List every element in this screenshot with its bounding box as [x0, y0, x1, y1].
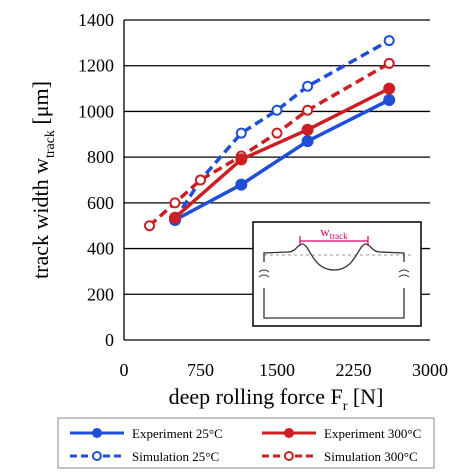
- x-tick-label: 1500: [259, 360, 295, 380]
- series-line: [173, 87, 390, 220]
- data-point: [235, 127, 247, 139]
- series-0: [169, 94, 396, 226]
- data-point: [302, 104, 314, 116]
- y-tick-label: 400: [87, 239, 114, 259]
- y-tick-label: 0: [105, 330, 114, 350]
- y-tick-label: 200: [87, 284, 114, 304]
- data-point: [235, 178, 248, 191]
- series-1: [169, 82, 396, 224]
- y-tick-label: 1000: [78, 101, 114, 121]
- axes: 0 200 400 600 800 1000 1200 1400 0 750 1500 2250 300…: [78, 10, 448, 380]
- x-axis-title: deep rolling force Fr [N]: [169, 384, 384, 414]
- y-tick-label: 800: [87, 147, 114, 167]
- profile-cross-section-icon: wtrack: [252, 221, 422, 327]
- inset-break-marks: [258, 269, 410, 278]
- inset-frame: [252, 221, 422, 327]
- series: [144, 35, 396, 232]
- legend-swatch-marker: [284, 428, 294, 438]
- x-tick-label: 2250: [336, 360, 372, 380]
- x-tick-label: 0: [120, 360, 129, 380]
- legend-item: Experiment 300°C: [262, 426, 421, 441]
- x-tick-label: 750: [187, 360, 214, 380]
- x-tick-label: 3000: [412, 360, 448, 380]
- data-point: [235, 153, 248, 166]
- legend-item: Experiment 25°C: [70, 426, 223, 441]
- data-point: [144, 220, 155, 232]
- series-2: [169, 35, 395, 226]
- data-point: [271, 127, 283, 139]
- legend-label: Experiment 25°C: [132, 426, 223, 441]
- data-point: [383, 82, 396, 95]
- data-point: [383, 35, 395, 47]
- legend-item: Simulation 300°C: [262, 449, 418, 464]
- inset-label: wtrack: [320, 224, 348, 241]
- data-point: [195, 174, 206, 186]
- y-axis-title: track width wtrack [μm]: [28, 81, 58, 279]
- legend-frame: [57, 417, 435, 469]
- legend: Experiment 25°C Experiment 300°C Simulatio…: [57, 417, 435, 469]
- legend-swatch-marker: [92, 451, 102, 461]
- data-point: [301, 135, 314, 148]
- data-point: [383, 94, 396, 106]
- series-line: [174, 98, 390, 222]
- inset-profile: [263, 243, 405, 319]
- legend-label: Experiment 300°C: [324, 426, 421, 441]
- legend-label: Simulation 25°C: [132, 449, 219, 464]
- data-point: [271, 104, 283, 116]
- y-tick-label: 600: [87, 193, 114, 213]
- data-point: [383, 57, 395, 69]
- y-tick-label: 1200: [78, 56, 114, 76]
- data-point: [302, 80, 314, 92]
- legend-item: Simulation 25°C: [70, 449, 219, 464]
- data-point: [169, 211, 181, 224]
- y-tick-label: 1400: [78, 10, 114, 30]
- series-3: [144, 57, 395, 232]
- series-line: [173, 39, 391, 221]
- data-point: [301, 123, 314, 136]
- legend-label: Simulation 300°C: [324, 449, 418, 464]
- legend-swatch-marker: [92, 428, 102, 438]
- data-point: [169, 197, 181, 209]
- legend-swatch-marker: [284, 451, 294, 461]
